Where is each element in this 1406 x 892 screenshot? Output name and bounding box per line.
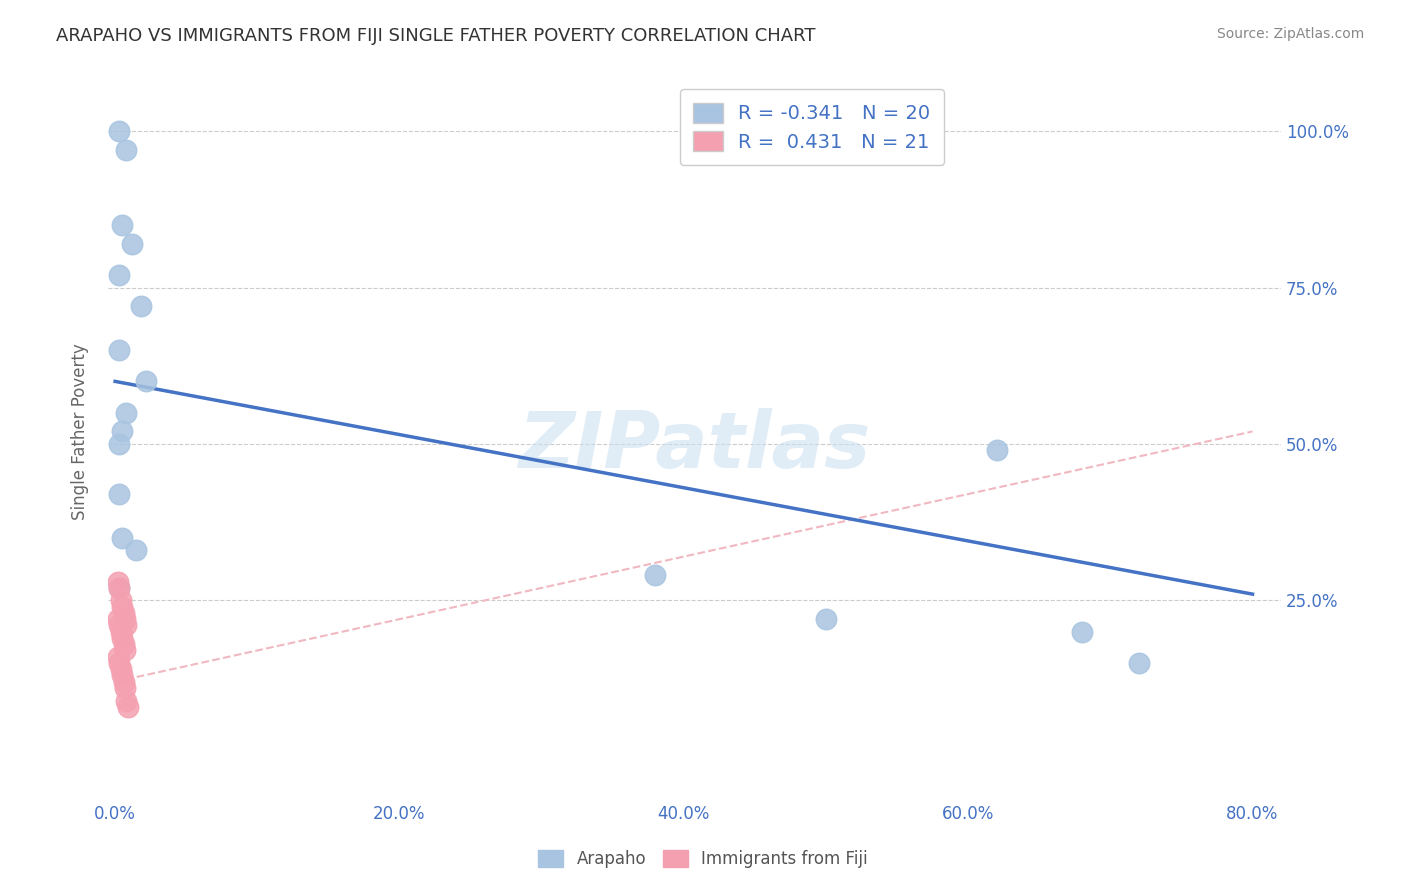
Point	[111, 531, 134, 545]
Point	[107, 612, 129, 626]
Legend: R = -0.341   N = 20, R =  0.431   N = 21: R = -0.341 N = 20, R = 0.431 N = 21	[679, 89, 943, 165]
Point	[114, 612, 136, 626]
Point	[121, 236, 143, 251]
Point	[108, 581, 131, 595]
Point	[129, 299, 152, 313]
Point	[111, 425, 134, 439]
Point	[108, 268, 131, 282]
Point	[114, 681, 136, 695]
Point	[108, 618, 131, 632]
Text: Source: ZipAtlas.com: Source: ZipAtlas.com	[1216, 27, 1364, 41]
Point	[110, 662, 132, 676]
Point	[125, 543, 148, 558]
Point	[110, 624, 132, 639]
Point	[107, 649, 129, 664]
Y-axis label: Single Father Poverty: Single Father Poverty	[72, 343, 89, 520]
Point	[112, 606, 135, 620]
Point	[111, 631, 134, 645]
Point	[814, 612, 837, 626]
Point	[111, 218, 134, 232]
Point	[135, 375, 157, 389]
Point	[115, 143, 138, 157]
Point	[108, 124, 131, 138]
Point	[107, 574, 129, 589]
Point	[117, 699, 139, 714]
Point	[644, 568, 666, 582]
Point	[1128, 656, 1150, 670]
Point	[108, 487, 131, 501]
Point	[110, 593, 132, 607]
Text: ZIPatlas: ZIPatlas	[519, 408, 870, 484]
Point	[112, 637, 135, 651]
Point	[108, 437, 131, 451]
Legend: Arapaho, Immigrants from Fiji: Arapaho, Immigrants from Fiji	[531, 843, 875, 875]
Point	[1070, 624, 1092, 639]
Point	[108, 656, 131, 670]
Point	[115, 693, 138, 707]
Point	[986, 443, 1008, 458]
Point	[115, 618, 138, 632]
Point	[108, 581, 131, 595]
Point	[112, 674, 135, 689]
Point	[111, 668, 134, 682]
Point	[114, 643, 136, 657]
Point	[108, 343, 131, 357]
Point	[111, 599, 134, 614]
Point	[115, 406, 138, 420]
Text: ARAPAHO VS IMMIGRANTS FROM FIJI SINGLE FATHER POVERTY CORRELATION CHART: ARAPAHO VS IMMIGRANTS FROM FIJI SINGLE F…	[56, 27, 815, 45]
